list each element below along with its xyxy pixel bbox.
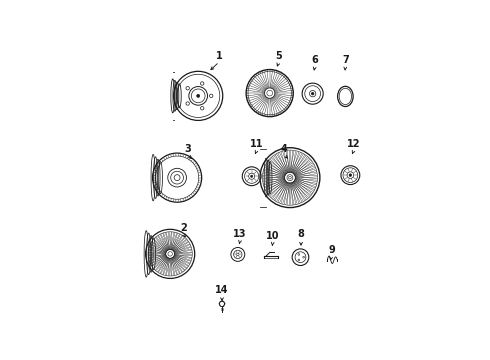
Text: 10: 10 (266, 231, 279, 241)
Text: 1: 1 (216, 51, 222, 61)
Circle shape (289, 176, 291, 179)
Circle shape (349, 174, 352, 176)
Circle shape (312, 93, 314, 95)
Text: 8: 8 (297, 229, 304, 239)
Text: 2: 2 (180, 222, 187, 233)
Text: 11: 11 (250, 139, 264, 149)
Text: 14: 14 (215, 285, 229, 295)
Circle shape (250, 175, 253, 177)
Text: 13: 13 (233, 229, 247, 239)
Text: 4: 4 (281, 144, 288, 153)
Text: 12: 12 (347, 139, 361, 149)
Text: 9: 9 (328, 245, 335, 255)
Text: 5: 5 (275, 51, 282, 61)
Circle shape (196, 94, 199, 97)
Text: 7: 7 (342, 55, 349, 65)
Text: 3: 3 (184, 144, 191, 153)
Text: 6: 6 (312, 55, 318, 65)
